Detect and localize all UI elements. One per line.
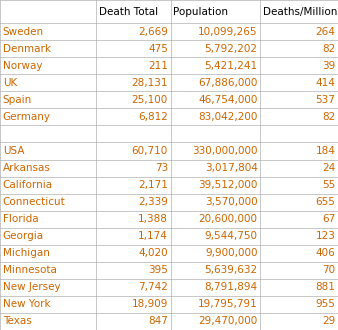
Text: 29: 29 (322, 316, 335, 326)
Text: 9,544,750: 9,544,750 (204, 231, 258, 241)
Text: 4,020: 4,020 (138, 248, 168, 258)
Text: Spain: Spain (3, 95, 32, 105)
Text: 881: 881 (315, 282, 335, 292)
Text: 1,174: 1,174 (138, 231, 168, 241)
Text: Texas: Texas (3, 316, 31, 326)
Text: 330,000,000: 330,000,000 (192, 146, 258, 156)
Text: 60,710: 60,710 (132, 146, 168, 156)
Text: 46,754,000: 46,754,000 (198, 95, 258, 105)
Text: 5,792,202: 5,792,202 (204, 44, 258, 54)
Text: 6,812: 6,812 (138, 112, 168, 122)
Text: 5,421,241: 5,421,241 (204, 61, 258, 71)
Text: New Jersey: New Jersey (3, 282, 60, 292)
Text: 28,131: 28,131 (131, 78, 168, 88)
Text: 39,512,000: 39,512,000 (198, 180, 258, 190)
Text: California: California (3, 180, 53, 190)
Text: 82: 82 (322, 44, 335, 54)
Text: Connecticut: Connecticut (3, 197, 66, 207)
Text: Arkansas: Arkansas (3, 163, 51, 173)
Text: 18,909: 18,909 (131, 299, 168, 310)
Text: 655: 655 (315, 197, 335, 207)
Text: 2,339: 2,339 (138, 197, 168, 207)
Text: New York: New York (3, 299, 50, 310)
Text: Minnesota: Minnesota (3, 265, 56, 275)
Text: 395: 395 (148, 265, 168, 275)
Text: 5,639,632: 5,639,632 (204, 265, 258, 275)
Text: 264: 264 (315, 27, 335, 37)
Text: 2,171: 2,171 (138, 180, 168, 190)
Text: Death Total: Death Total (99, 7, 158, 16)
Text: 184: 184 (315, 146, 335, 156)
Text: Denmark: Denmark (3, 44, 51, 54)
Text: USA: USA (3, 146, 24, 156)
Text: 29,470,000: 29,470,000 (198, 316, 258, 326)
Text: 123: 123 (315, 231, 335, 241)
Text: 414: 414 (315, 78, 335, 88)
Text: 25,100: 25,100 (132, 95, 168, 105)
Text: 537: 537 (315, 95, 335, 105)
Text: 955: 955 (315, 299, 335, 310)
Text: 19,795,791: 19,795,791 (198, 299, 258, 310)
Text: Deaths/Million: Deaths/Million (263, 7, 337, 16)
Text: 39: 39 (322, 61, 335, 71)
Text: 20,600,000: 20,600,000 (198, 214, 258, 224)
Text: 9,900,000: 9,900,000 (205, 248, 258, 258)
Text: 55: 55 (322, 180, 335, 190)
Text: Germany: Germany (3, 112, 51, 122)
Text: UK: UK (3, 78, 17, 88)
Text: 70: 70 (322, 265, 335, 275)
Text: 847: 847 (148, 316, 168, 326)
Text: Florida: Florida (3, 214, 38, 224)
Text: 10,099,265: 10,099,265 (198, 27, 258, 37)
Text: 1,388: 1,388 (138, 214, 168, 224)
Text: 3,017,804: 3,017,804 (205, 163, 258, 173)
Text: 24: 24 (322, 163, 335, 173)
Text: 406: 406 (316, 248, 335, 258)
Text: 67: 67 (322, 214, 335, 224)
Text: 211: 211 (148, 61, 168, 71)
Text: 7,742: 7,742 (138, 282, 168, 292)
Text: Michigan: Michigan (3, 248, 50, 258)
Text: 73: 73 (155, 163, 168, 173)
Text: 3,570,000: 3,570,000 (205, 197, 258, 207)
Text: Population: Population (173, 7, 228, 16)
Text: 8,791,894: 8,791,894 (204, 282, 258, 292)
Text: Georgia: Georgia (3, 231, 44, 241)
Text: 82: 82 (322, 112, 335, 122)
Text: 67,886,000: 67,886,000 (198, 78, 258, 88)
Text: Sweden: Sweden (3, 27, 44, 37)
Text: 475: 475 (148, 44, 168, 54)
Text: 83,042,200: 83,042,200 (198, 112, 258, 122)
Text: 2,669: 2,669 (138, 27, 168, 37)
Text: Norway: Norway (3, 61, 42, 71)
